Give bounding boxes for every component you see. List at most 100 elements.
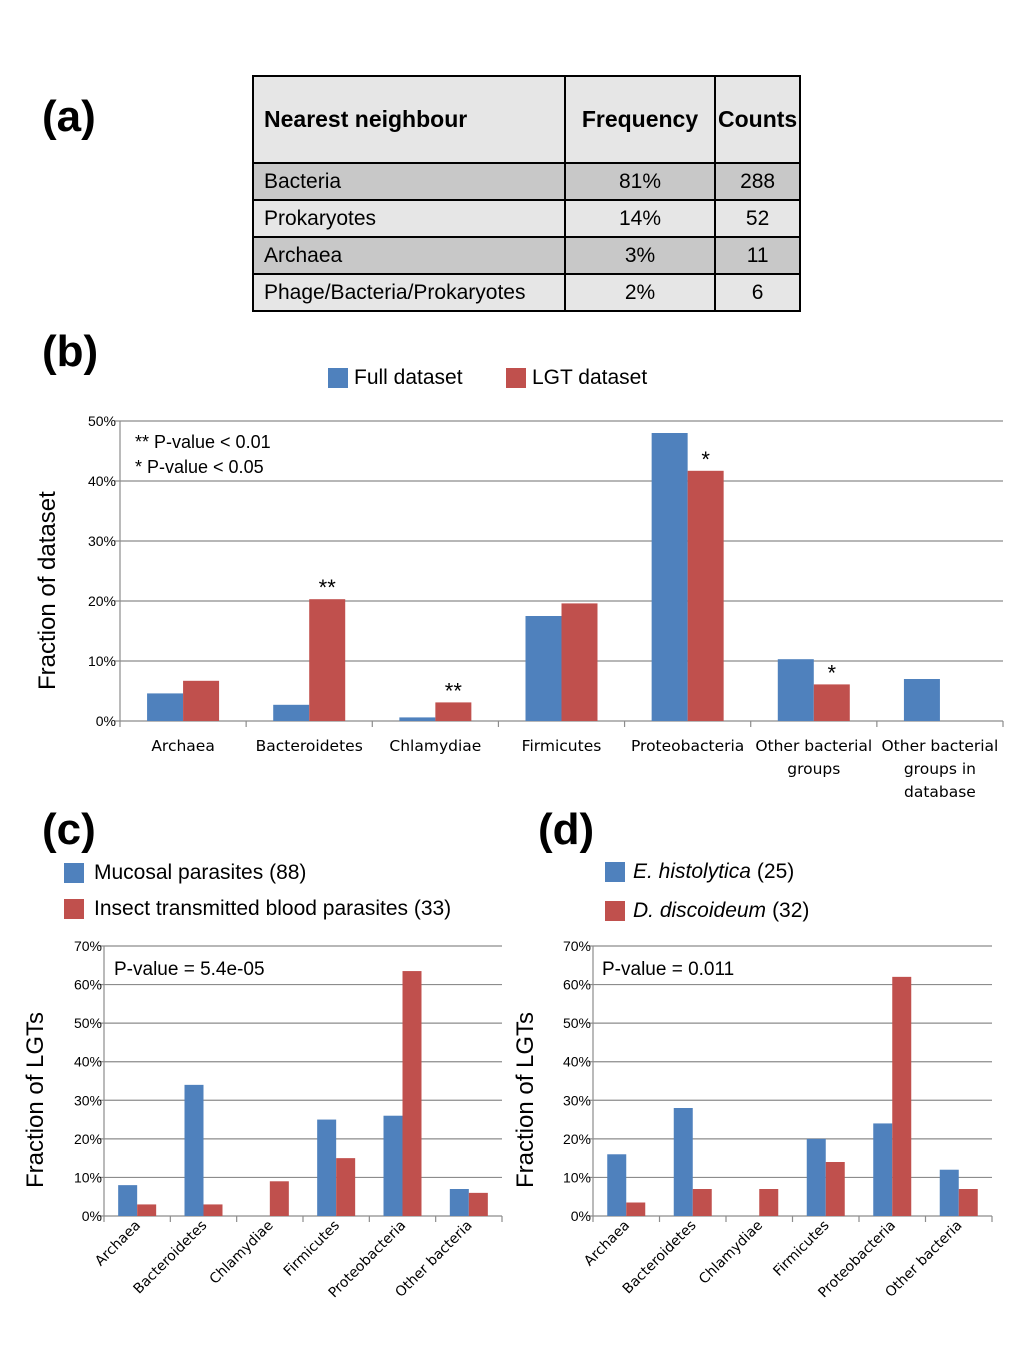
bar-blue (903, 679, 940, 721)
legend-label: Mucosal parasites (88) (94, 861, 307, 884)
y-tick-label: 50% (88, 413, 116, 429)
x-category-label: Other bacterial groups in database (881, 737, 998, 801)
bar-red (626, 1202, 646, 1216)
y-tick-label: 40% (74, 1054, 102, 1070)
legend-swatch-red (506, 368, 526, 388)
bar-red (468, 1192, 488, 1216)
bar-red (561, 603, 598, 721)
y-tick-label: 20% (563, 1131, 591, 1147)
bar-red (435, 702, 472, 721)
cell-neighbour: Prokaryotes (252, 199, 566, 238)
legend-count: (25) (756, 860, 795, 883)
y-tick-label: 40% (563, 1054, 591, 1070)
legend-b-full: Full dataset (328, 366, 463, 390)
y-tick-label: 10% (74, 1169, 102, 1185)
cell-frequency: 3% (564, 236, 716, 275)
x-category-label-line: Proteobacteria (631, 737, 744, 755)
legend-swatch-red (64, 899, 84, 919)
bar-blue (806, 1138, 826, 1216)
cell-count: 52 (713, 199, 802, 238)
y-tick-label: 60% (563, 977, 591, 993)
y-tick-label: 30% (74, 1092, 102, 1108)
bar-red (336, 1158, 356, 1216)
p-value-annotation: P-value = 5.4e-05 (114, 959, 265, 980)
legend-d-ehistolytica: E. histolytica (25) (605, 860, 794, 884)
bar-blue (873, 1123, 893, 1216)
bar-blue (147, 693, 184, 721)
x-category-label-line: Other bacterial (755, 737, 872, 755)
x-category-label: Archaea (92, 1218, 144, 1270)
bar-blue (525, 616, 562, 721)
bar-red (269, 1181, 289, 1216)
bar-red (402, 971, 422, 1216)
y-tick-label: 0% (82, 1208, 102, 1224)
significance-mark: ** (445, 678, 463, 703)
cell-frequency: 2% (564, 273, 716, 312)
legend-label: D. discoideum (633, 899, 767, 922)
legend-swatch-blue (605, 862, 625, 882)
bar-red (813, 684, 850, 721)
panel-label-a: (a) (42, 92, 96, 141)
cell-neighbour: Phage/Bacteria/Prokaryotes (252, 273, 566, 312)
x-category-label-line: Firmicutes (522, 737, 602, 755)
header-nearest-neighbour: Nearest neighbour (252, 75, 566, 164)
bar-red (825, 1162, 845, 1216)
panel-label-d: (d) (538, 805, 595, 854)
bar-red (183, 680, 220, 721)
cell-count: 6 (713, 273, 802, 312)
bar-red (203, 1204, 223, 1216)
header-counts: Counts (713, 75, 802, 164)
legend-b-lgt: LGT dataset (506, 366, 647, 390)
y-tick-label: 50% (563, 1015, 591, 1031)
legend-c-insect: Insect transmitted blood parasites (33) (64, 897, 451, 921)
x-category-label-line: Archaea (151, 737, 215, 755)
x-category-label: Bacteroidetes (256, 737, 363, 755)
legend-label: Insect transmitted blood parasites (33) (94, 897, 452, 920)
cell-frequency: 14% (564, 199, 716, 238)
bar-red (892, 976, 912, 1216)
y-tick-label: 30% (88, 533, 116, 549)
legend-label: Full dataset (354, 366, 463, 389)
x-category-label: Firmicutes (522, 737, 602, 755)
y-tick-label: 40% (88, 473, 116, 489)
x-category-label: Chlamydiae (207, 1218, 277, 1288)
x-category-label-line: Chlamydiae (389, 737, 481, 755)
bar-blue (399, 717, 436, 721)
significance-mark: * (828, 660, 837, 685)
x-category-label-line: Bacteroidetes (256, 737, 363, 755)
p-value-note: * P-value < 0.05 (135, 457, 264, 477)
x-category-label-line: groups (787, 760, 840, 778)
legend-d-ddiscoideum: D. discoideum (32) (605, 899, 809, 923)
x-category-label-line: Other bacterial (881, 737, 998, 755)
y-tick-label: 0% (96, 713, 116, 729)
panel-label-b: (b) (42, 327, 99, 376)
y-tick-label: 30% (563, 1092, 591, 1108)
y-tick-label: 10% (88, 653, 116, 669)
panel-label-c: (c) (42, 805, 96, 854)
bar-blue (449, 1189, 469, 1216)
legend-label: E. histolytica (633, 860, 751, 883)
table-row: Prokaryotes 14% 52 (252, 199, 802, 238)
bar-blue (184, 1084, 204, 1216)
y-tick-label: 0% (571, 1208, 591, 1224)
bar-blue (651, 433, 688, 721)
p-value-note: ** P-value < 0.01 (135, 432, 271, 452)
cell-neighbour: Bacteria (252, 162, 566, 201)
legend-swatch-blue (64, 863, 84, 883)
bar-blue (273, 704, 310, 721)
legend-label: LGT dataset (532, 366, 648, 389)
cell-count: 288 (713, 162, 802, 201)
significance-mark: ** (319, 575, 337, 600)
table-row: Phage/Bacteria/Prokaryotes 2% 6 (252, 273, 802, 312)
bar-blue (607, 1154, 627, 1216)
p-value-annotation: P-value = 0.011 (602, 959, 734, 980)
x-category-label: Firmicutes (281, 1218, 343, 1280)
y-tick-label: 10% (563, 1169, 591, 1185)
legend-c-mucosal: Mucosal parasites (88) (64, 861, 306, 885)
y-tick-label: 70% (563, 938, 591, 954)
legend-count: (32) (772, 899, 810, 922)
y-tick-label: 70% (74, 938, 102, 954)
bar-blue (118, 1185, 138, 1216)
table-row: Bacteria 81% 288 (252, 162, 802, 201)
